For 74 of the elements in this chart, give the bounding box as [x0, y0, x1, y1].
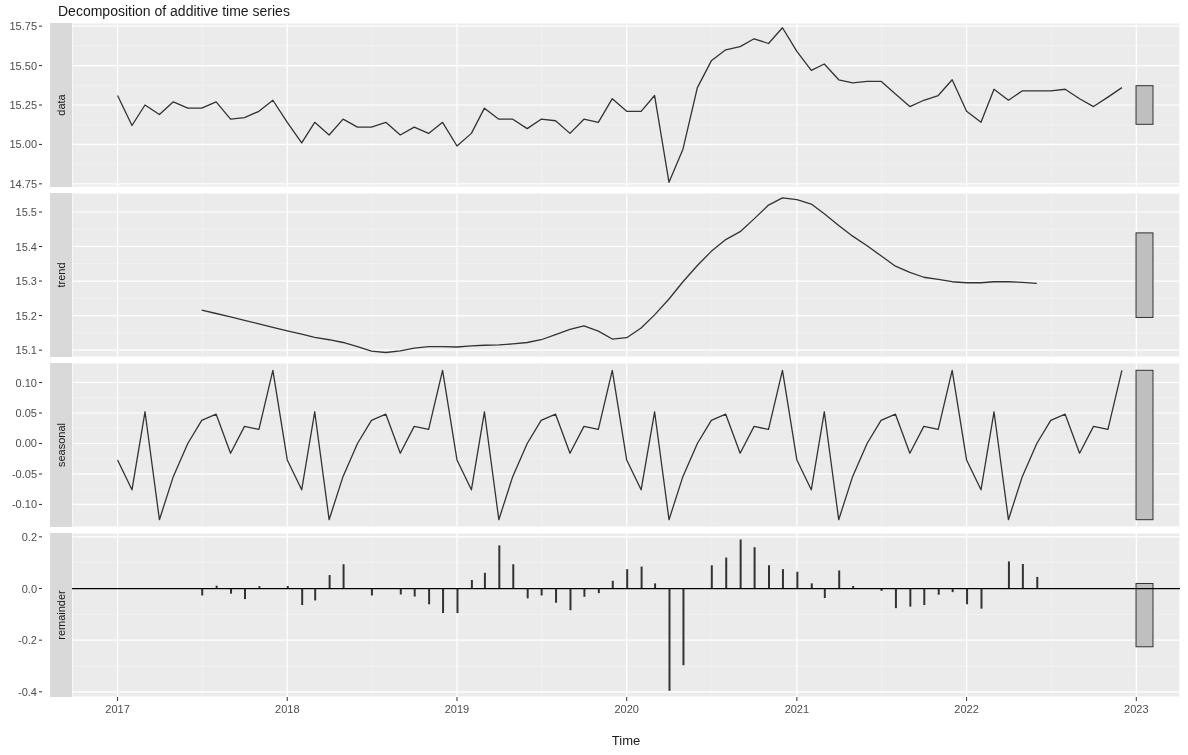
bar [328, 575, 331, 589]
x-tick-label: 2018 [275, 703, 300, 715]
y-tick-label: -0.05 [11, 467, 37, 480]
x-tick-label: 2023 [1124, 703, 1149, 715]
y-tick-label: 15.1 [15, 344, 37, 357]
bar [201, 588, 204, 596]
y-tick-label: 15.50 [9, 59, 37, 72]
bar [894, 588, 897, 609]
bar [823, 588, 826, 599]
bar [314, 588, 317, 601]
y-tick-label: 15.2 [15, 309, 37, 322]
y-tick-label: 0.2 [21, 530, 37, 543]
bar [1007, 561, 1010, 589]
y-axis-title: seasonal [55, 422, 67, 468]
bar [370, 588, 373, 596]
bar [1036, 576, 1039, 589]
bar [668, 588, 671, 691]
bar [909, 588, 912, 607]
bar [980, 588, 983, 609]
bar [781, 569, 784, 589]
bar [796, 571, 799, 589]
bar [301, 588, 304, 606]
x-tick-label: 2021 [784, 703, 810, 715]
bar [526, 588, 529, 599]
bar [768, 565, 770, 589]
y-tick-label: -0.2 [18, 634, 37, 647]
y-tick-label: 15.00 [9, 138, 37, 151]
bar [710, 565, 713, 589]
bar [725, 557, 728, 589]
bar [923, 588, 926, 606]
bar [498, 545, 501, 589]
bar [342, 564, 345, 589]
x-tick-label: 2020 [614, 703, 639, 715]
y-tick-label: 14.75 [9, 177, 37, 190]
y-tick-label: 0.05 [15, 406, 37, 419]
y-tick-label: 0.00 [15, 437, 37, 450]
y-tick-label: -0.4 [18, 685, 37, 698]
y-tick-label: 15.25 [9, 99, 37, 111]
bar [1021, 563, 1024, 589]
y-tick-label: -0.10 [11, 498, 37, 511]
bar [753, 547, 756, 589]
y-tick-label: 15.3 [15, 275, 37, 288]
y-tick-label: 15.4 [15, 240, 37, 253]
line-series [116, 369, 1123, 521]
bar [456, 588, 459, 614]
y-tick-label: 15.5 [15, 205, 37, 218]
bar [442, 588, 445, 614]
y-tick-label: 0.0 [21, 582, 37, 595]
x-tick-label: 2019 [444, 703, 470, 715]
y-axis-title: trend [55, 262, 67, 288]
y-axis-title: remainder [55, 589, 67, 640]
line-series [116, 27, 1123, 183]
bar [428, 588, 431, 605]
bar [569, 588, 572, 611]
bar [243, 588, 246, 600]
bar [838, 570, 841, 589]
bar [640, 566, 643, 589]
bar [966, 588, 969, 605]
bar [540, 588, 543, 596]
bar [682, 588, 685, 666]
bar [512, 564, 515, 589]
bar [483, 572, 486, 589]
line-series [201, 197, 1038, 354]
x-tick-label: 2022 [954, 703, 979, 715]
x-axis-title: Time [611, 733, 641, 748]
bar [413, 588, 416, 597]
x-tick-label: 2017 [105, 703, 130, 715]
bar [739, 539, 742, 589]
chart-title: Decomposition of additive time series [57, 2, 291, 20]
y-tick-label: 15.75 [9, 20, 37, 33]
bar [555, 588, 558, 603]
y-axis-title: data [55, 93, 67, 116]
bar [626, 569, 629, 589]
y-tick-label: 0.10 [15, 376, 37, 389]
